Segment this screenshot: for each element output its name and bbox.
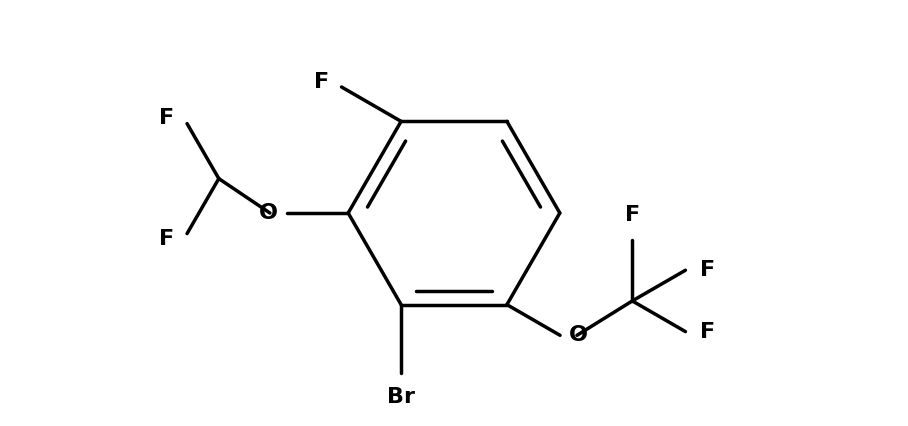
Text: F: F (159, 229, 174, 249)
Text: F: F (314, 72, 329, 92)
Text: Br: Br (387, 387, 415, 407)
Text: F: F (625, 205, 640, 225)
Text: O: O (260, 203, 279, 223)
Text: O: O (568, 325, 587, 345)
Text: F: F (700, 322, 716, 342)
Text: F: F (159, 108, 174, 128)
Text: F: F (700, 260, 716, 280)
